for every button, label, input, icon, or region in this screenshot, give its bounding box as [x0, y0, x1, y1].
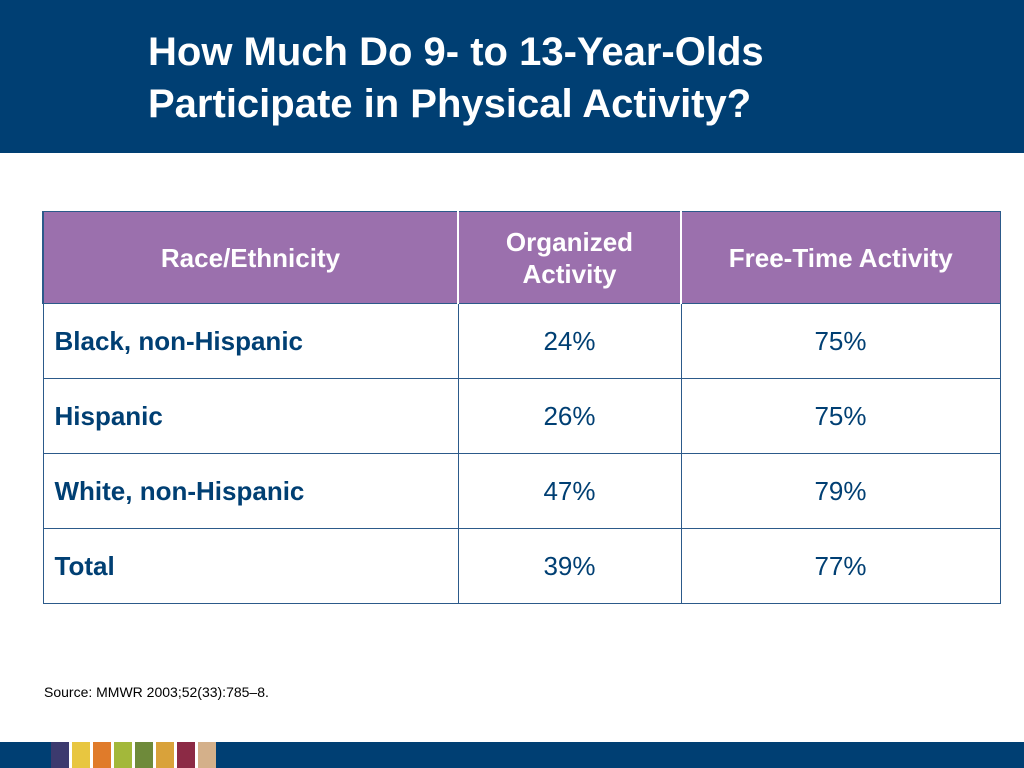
- row-label: Black, non-Hispanic: [42, 303, 459, 379]
- source-citation: Source: MMWR 2003;52(33):785–8.: [44, 684, 269, 700]
- color-swatch: [135, 742, 153, 768]
- swatch-gap: [132, 742, 135, 768]
- organized-value: 39%: [457, 528, 682, 604]
- color-swatch: [114, 742, 132, 768]
- free-time-value: 77%: [680, 528, 1001, 604]
- row-label: Hispanic: [42, 378, 459, 454]
- slide-title-line-2: Participate in Physical Activity?: [148, 82, 752, 126]
- activity-table: Race/Ethnicity Organized Activity Free-T…: [42, 211, 1001, 604]
- slide-header: How Much Do 9- to 13-Year-Olds Participa…: [0, 0, 1024, 153]
- footer-color-swatches: [51, 742, 216, 768]
- organized-value: 47%: [457, 453, 682, 529]
- free-time-value: 79%: [680, 453, 1001, 529]
- row-label: Total: [42, 528, 459, 604]
- table-header-row: Race/Ethnicity Organized Activity Free-T…: [42, 211, 1001, 304]
- slide-title: How Much Do 9- to 13-Year-Olds Participa…: [148, 26, 1008, 130]
- organized-value: 24%: [457, 303, 682, 379]
- slide-title-line-1: How Much Do 9- to 13-Year-Olds: [148, 30, 764, 74]
- free-time-value: 75%: [680, 303, 1001, 379]
- organized-value: 26%: [457, 378, 682, 454]
- table-row: White, non-Hispanic 47% 79%: [42, 453, 1001, 529]
- color-swatch: [51, 742, 69, 768]
- color-swatch: [177, 742, 195, 768]
- color-swatch: [72, 742, 90, 768]
- swatch-gap: [195, 742, 198, 768]
- swatch-gap: [153, 742, 156, 768]
- color-swatch: [198, 742, 216, 768]
- free-time-value: 75%: [680, 378, 1001, 454]
- header-free-time-activity: Free-Time Activity: [680, 211, 1001, 304]
- header-race-ethnicity: Race/Ethnicity: [42, 211, 459, 304]
- table-row: Hispanic 26% 75%: [42, 378, 1001, 454]
- swatch-gap: [111, 742, 114, 768]
- swatch-gap: [69, 742, 72, 768]
- swatch-gap: [174, 742, 177, 768]
- table-row: Black, non-Hispanic 24% 75%: [42, 303, 1001, 379]
- row-label: White, non-Hispanic: [42, 453, 459, 529]
- color-swatch: [156, 742, 174, 768]
- swatch-gap: [90, 742, 93, 768]
- color-swatch: [93, 742, 111, 768]
- table-row: Total 39% 77%: [42, 528, 1001, 604]
- header-organized-activity: Organized Activity: [457, 211, 682, 304]
